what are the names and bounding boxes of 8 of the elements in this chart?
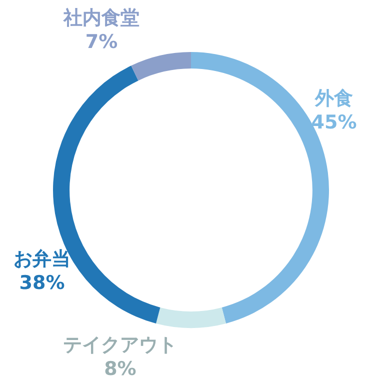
slice-label: テイクアウト bbox=[63, 334, 178, 356]
slice-label: 社内食堂 bbox=[62, 7, 140, 30]
data-label: 38% bbox=[19, 272, 65, 294]
data-label: 45% bbox=[311, 111, 357, 134]
slice-label: お弁当 bbox=[14, 248, 70, 270]
data-label: 7% bbox=[85, 31, 118, 54]
data-label: 8% bbox=[104, 358, 136, 380]
slice-label: 外食 bbox=[314, 87, 353, 110]
